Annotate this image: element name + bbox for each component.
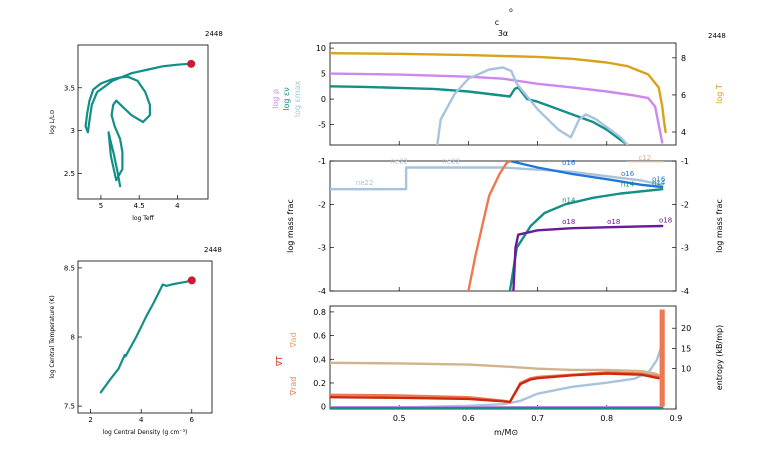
profile-bottom-left-label: ∇ad	[289, 332, 298, 348]
hr-y-tick-label: 3	[71, 127, 75, 135]
profile-top-y-tick-label: 5	[321, 70, 326, 79]
hr-y-tick-label: 2.5	[64, 170, 75, 178]
profile-mid-label-o16: o16	[621, 170, 635, 178]
hr-x-label: log Teff	[132, 215, 154, 222]
profile-bottom-y-tick-label: 0.6	[313, 332, 326, 341]
profile-mid-series-o16	[508, 161, 664, 189]
profile-top-y2-tick-label: 4	[681, 128, 686, 137]
profile-mid-frame	[329, 160, 677, 292]
profile-top-left-label: log εmax	[293, 80, 302, 117]
profile-top-left-label: log ρ	[271, 89, 280, 109]
profile-bottom-series-grad_T	[330, 372, 660, 404]
central-y-label: log Central Temperature (K)	[49, 295, 56, 378]
profile-top-right-label: log T	[715, 84, 724, 104]
central-y-tick-label: 7.5	[64, 403, 75, 411]
profile-top-y-tick-label: 10	[316, 44, 326, 53]
hr-track	[84, 62, 193, 188]
profile-bottom-y-tick-label: 0.8	[313, 308, 326, 317]
profile-mid-y2-tick-label: -3	[681, 244, 689, 253]
profile-top-title-line1: c	[495, 18, 499, 27]
profile-mid-series-n14	[508, 187, 664, 291]
hr-model-number: 2448	[205, 30, 223, 38]
profile-bottom-x-label: m/M⊙	[494, 428, 518, 437]
profile-bottom-frame	[329, 305, 677, 410]
profile-top-y-tick-label: -5	[318, 121, 326, 130]
profile-bottom-x-tick-label: 0.7	[531, 414, 544, 423]
profile-top-frame	[329, 42, 677, 146]
profile-top-model-number: 2448	[708, 32, 726, 40]
hr-x-tick-label: 4.5	[134, 202, 145, 210]
profile-top-y2-tick-label: 8	[681, 54, 686, 63]
profile-bottom-y-tick-label: 0	[321, 403, 326, 412]
central-x-tick-label: 6	[190, 416, 195, 424]
profile-mid-y-tick-label: -2	[318, 200, 326, 209]
profile-mid-y2-tick-label: -2	[681, 200, 689, 209]
hr-x-tick-label: 5	[99, 202, 103, 210]
profile-mid-series-mg24	[467, 161, 512, 291]
profile-mid-label-c12: c12	[638, 154, 651, 162]
profile-mid-label-o18: o18	[562, 218, 575, 226]
profile-mid-y-tick-label: -3	[318, 244, 326, 253]
profile-bottom-x-tick-label: 0.6	[462, 414, 475, 423]
profile-top-series-logEpsMax	[436, 66, 629, 145]
profile-bottom-y2-tick-label: 20	[681, 324, 691, 333]
profile-bottom-y-tick-label: 0.2	[313, 379, 326, 388]
profile-mid-label-o16: o16	[652, 175, 666, 183]
profile-mid-y-tick-label: -1	[318, 157, 326, 166]
hr-y-label: log L/L⊙	[49, 110, 56, 135]
profile-top-series-logRho	[330, 72, 664, 144]
profile-top-title-super: o	[509, 7, 513, 14]
hr-current-marker	[187, 59, 196, 68]
profile-mid-y2-tick-label: -4	[681, 287, 689, 296]
profile-bottom-y2-tick-label: 10	[681, 365, 691, 374]
profile-bottom-panel: 0.8 0.6 0.4 0.2 0 20 15 10 0.5 0.6 0.7 0.8 0.9 m/M⊙ ∇a…	[275, 305, 724, 437]
central-x-tick-label: 2	[88, 416, 92, 424]
central-x-label: log Central Density (g cm⁻³)	[103, 429, 188, 436]
hr-frame	[77, 44, 209, 200]
profile-top-left-label: log εν	[282, 87, 291, 111]
profile-mid-label-n14: n14	[652, 179, 666, 187]
profile-mid-label-n14: n14	[621, 181, 635, 189]
central-x-tick-label: 4	[139, 416, 144, 424]
profile-mid-label-n14: n14	[562, 197, 576, 205]
profile-mid-y-tick-label: -4	[318, 287, 326, 296]
profile-top-y-tick-label: 0	[321, 95, 326, 104]
profile-bottom-y-tick-label: 0.4	[313, 355, 326, 364]
profile-top-y2-tick-label: 6	[681, 91, 686, 100]
profile-bottom-x-tick-label: 0.9	[670, 414, 683, 423]
central-diagram: 2 4 6 7.5 8 8.5 log Central Density (g cm⁻³) lo…	[49, 246, 222, 436]
profile-top-panel: 10 5 0 -5 8 6 4 o c 3α 2448 log ρ log εν log εmax log …	[271, 7, 726, 146]
hr-x-tick-label: 4	[175, 202, 180, 210]
profile-bottom-left-label: ∇T	[275, 356, 284, 367]
profile-mid-y2-tick-label: -1	[681, 157, 689, 166]
central-model-number: 2448	[204, 246, 222, 254]
profile-mid-label-o18: o18	[607, 218, 620, 226]
profile-mid-panel: -1 -2 -3 -4 -1 -2 -3 -4 log mass frac log mass fr…	[286, 154, 724, 296]
profile-mid-label-o16: o16	[562, 159, 576, 167]
profile-bottom-y2-tick-label: 15	[681, 344, 691, 353]
profile-bottom-x-tick-label: 0.5	[393, 414, 406, 423]
central-y-tick-label: 8	[71, 334, 75, 342]
profile-bottom-left-label: ∇rad	[289, 377, 298, 397]
profile-mid-label-o18: o18	[659, 217, 672, 225]
profile-mid-series-ne22	[330, 166, 664, 191]
profile-bottom-x-tick-label: 0.8	[600, 414, 613, 423]
hr-diagram: 5 4.5 4 2.5 3 3.5 log Teff log L/L⊙ 2448	[49, 30, 223, 222]
profile-top-title-line2: 3α	[498, 29, 508, 38]
hr-y-tick-label: 3.5	[64, 84, 75, 92]
profile-mid-y-label: log mass frac	[286, 199, 295, 253]
profile-mid-label-ne22: ne22	[390, 158, 408, 166]
profile-top-series-logT	[330, 52, 667, 134]
profile-mid-series-o18	[512, 224, 664, 291]
central-track	[99, 279, 193, 394]
profile-bottom-right-label: entropy (kB/mp)	[715, 325, 724, 390]
profile-mid-label-ne22: ne22	[356, 179, 374, 187]
central-current-marker	[187, 276, 196, 285]
central-y-tick-label: 8.5	[64, 264, 75, 272]
profile-mid-y2-label: log mass frac	[715, 199, 724, 253]
profile-mid-label-ne22: ne22	[442, 158, 460, 166]
